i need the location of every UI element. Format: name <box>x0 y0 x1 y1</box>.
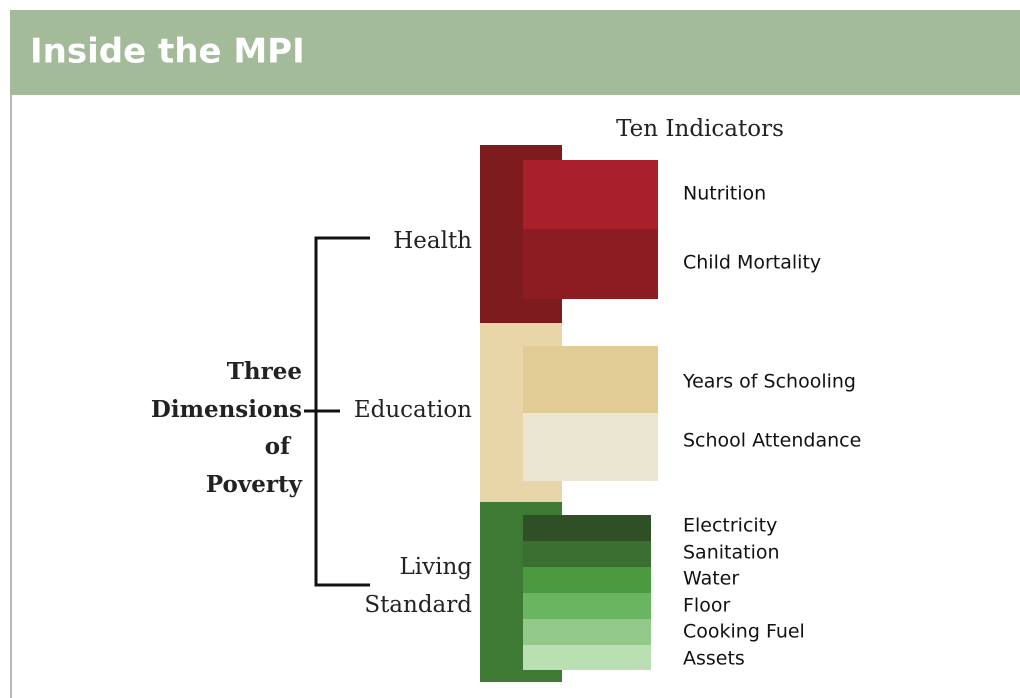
indicator-label: School Attendance <box>683 430 861 452</box>
indicator-block <box>523 160 658 229</box>
indicator-label: Electricity <box>683 515 777 537</box>
group-label: of <box>265 433 292 460</box>
indicator-block <box>523 541 651 567</box>
indicator-label: Nutrition <box>683 183 766 205</box>
indicator-block <box>523 593 651 619</box>
dimension-name: Living <box>399 554 472 580</box>
indicator-block <box>523 229 658 299</box>
indicator-label: Years of Schooling <box>682 371 856 393</box>
dimension-name: Health <box>393 228 472 254</box>
indicator-label: Sanitation <box>683 542 780 564</box>
group-label: Poverty <box>206 471 303 498</box>
indicator-label: Water <box>683 568 739 590</box>
dimension-name: Education <box>354 397 472 423</box>
group-label: Three <box>227 358 302 385</box>
indicator-block <box>523 515 651 541</box>
dimension-name: Standard <box>364 592 472 618</box>
indicator-block <box>523 619 651 645</box>
indicator-label: Cooking Fuel <box>683 621 805 643</box>
indicator-label: Floor <box>683 595 730 617</box>
indicators-heading: Ten Indicators <box>616 116 784 142</box>
bracket <box>304 236 370 587</box>
indicator-block <box>523 346 658 413</box>
indicator-label: Child Mortality <box>683 252 821 274</box>
indicator-label: Assets <box>683 648 745 670</box>
group-label: Dimensions <box>151 396 302 423</box>
indicator-block <box>523 413 658 481</box>
indicator-block <box>523 645 651 670</box>
indicator-block <box>523 567 651 593</box>
header-band <box>10 10 1020 95</box>
header-title: Inside the MPI <box>30 32 305 72</box>
